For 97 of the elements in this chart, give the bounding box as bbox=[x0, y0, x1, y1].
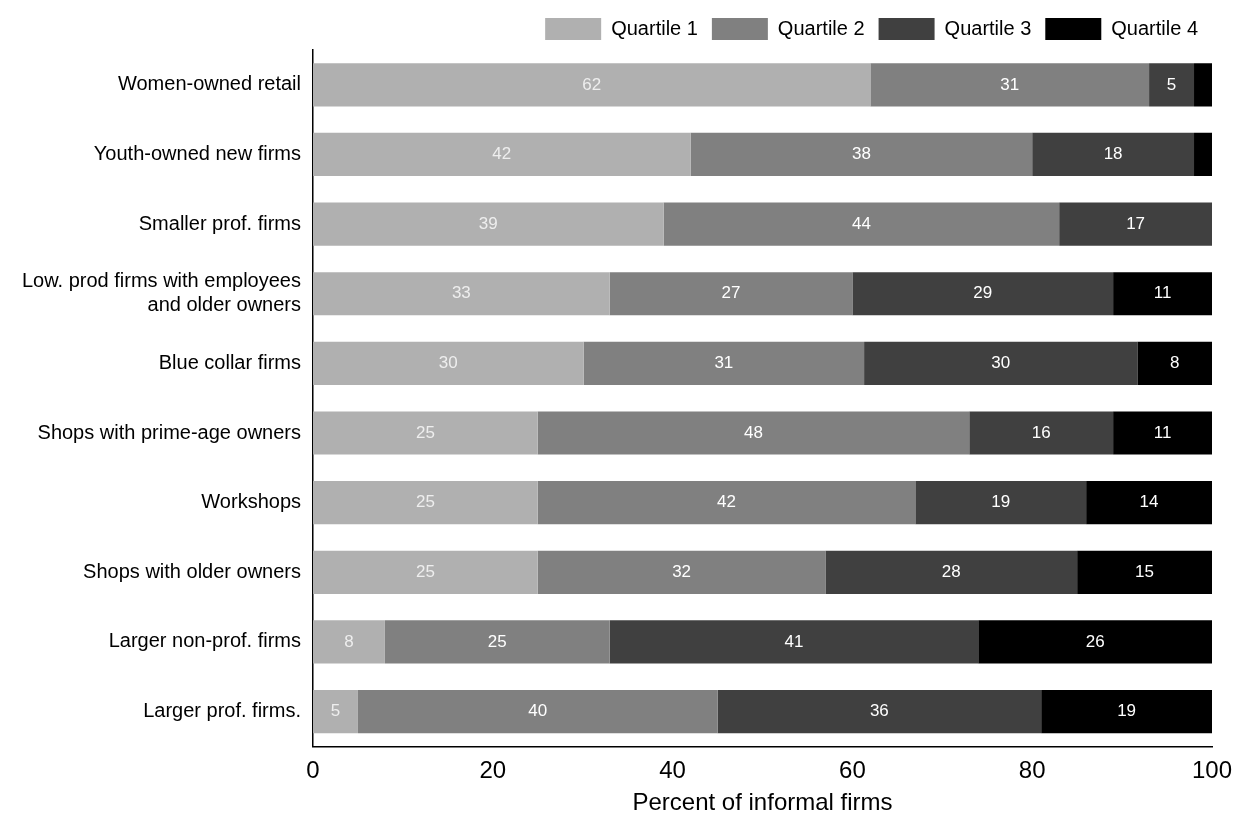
data-label: 8 bbox=[344, 631, 354, 651]
y-tick-label: Larger non-prof. firms bbox=[108, 629, 301, 652]
bar bbox=[1194, 63, 1212, 107]
bar bbox=[357, 689, 718, 734]
y-tick-label: Low. prod firms with employees and older owners bbox=[21, 269, 301, 316]
data-label: 28 bbox=[941, 561, 961, 581]
data-label: 5 bbox=[1166, 74, 1177, 94]
bar bbox=[583, 341, 865, 385]
data-label: 14 bbox=[1139, 492, 1159, 512]
data-label: 30 bbox=[438, 353, 458, 373]
data-label: 11 bbox=[1153, 422, 1172, 442]
bar bbox=[663, 202, 1060, 246]
legend-label: Quartile 1 bbox=[611, 16, 698, 39]
bar bbox=[1041, 689, 1212, 734]
bar bbox=[864, 341, 1138, 385]
y-tick-label: Larger prof. firms. bbox=[143, 699, 301, 722]
data-label: 17 bbox=[1126, 213, 1146, 233]
y-tick-label: Shops with prime-age owners bbox=[37, 420, 301, 443]
y-tick-label: Blue collar firms bbox=[158, 350, 301, 373]
data-label: 62 bbox=[582, 74, 602, 94]
bar bbox=[1113, 411, 1212, 455]
bar bbox=[313, 272, 610, 316]
data-label: 41 bbox=[784, 631, 804, 651]
bar bbox=[313, 411, 538, 455]
x-tick-label: 100 bbox=[1191, 756, 1233, 784]
data-label: 18 bbox=[1103, 144, 1123, 164]
bar bbox=[852, 272, 1114, 316]
legend-label: Quartile 3 bbox=[944, 16, 1032, 39]
bar bbox=[313, 63, 871, 107]
x-tick-label: 40 bbox=[659, 756, 686, 784]
bar bbox=[1032, 132, 1195, 177]
x-tick-label: 60 bbox=[839, 756, 866, 784]
y-tick-label: Smaller prof. firms bbox=[138, 211, 301, 234]
data-label: 16 bbox=[1031, 422, 1051, 442]
bar bbox=[537, 550, 826, 594]
legend-label: Quartile 4 bbox=[1111, 16, 1199, 39]
data-label: 26 bbox=[1085, 631, 1105, 651]
x-tick-label: 20 bbox=[479, 756, 507, 784]
data-label: 31 bbox=[1000, 74, 1020, 94]
data-label: 11 bbox=[1153, 283, 1172, 303]
data-label: 29 bbox=[973, 283, 993, 303]
data-label: 5 bbox=[330, 701, 341, 721]
bar bbox=[717, 689, 1042, 734]
data-label: 8 bbox=[1169, 353, 1180, 373]
bar bbox=[978, 620, 1212, 664]
y-tick-label: Shops with older owners bbox=[83, 559, 301, 582]
data-label: 19 bbox=[1117, 701, 1137, 721]
bar bbox=[384, 620, 610, 664]
bar bbox=[690, 132, 1033, 177]
bar bbox=[537, 411, 970, 455]
bar bbox=[609, 620, 979, 664]
bar bbox=[1059, 202, 1212, 246]
y-tick-label: Youth-owned new firms bbox=[93, 141, 301, 164]
bar bbox=[1077, 550, 1212, 594]
data-label: 38 bbox=[851, 144, 871, 164]
x-axis-title: Percent of informal firms bbox=[632, 788, 893, 816]
bar bbox=[1086, 481, 1212, 525]
data-label: 33 bbox=[451, 283, 471, 303]
data-label: 48 bbox=[744, 422, 763, 442]
bar bbox=[1137, 341, 1212, 385]
data-label: 36 bbox=[869, 701, 889, 721]
bar bbox=[870, 63, 1150, 107]
bar bbox=[1149, 63, 1195, 107]
data-label: 31 bbox=[714, 353, 734, 373]
data-label: 42 bbox=[717, 492, 736, 512]
x-tick-label: 80 bbox=[1018, 756, 1046, 784]
bar bbox=[609, 272, 853, 316]
data-label: 30 bbox=[991, 353, 1011, 373]
data-label: 19 bbox=[991, 492, 1011, 512]
y-tick-label: Workshops bbox=[201, 490, 301, 513]
data-label: 25 bbox=[415, 422, 435, 442]
bar bbox=[313, 341, 584, 385]
data-label: 32 bbox=[672, 561, 692, 581]
data-label: 27 bbox=[721, 283, 741, 303]
bar bbox=[825, 550, 1078, 594]
data-label: 25 bbox=[487, 631, 507, 651]
data-label: 40 bbox=[528, 701, 548, 721]
bar bbox=[313, 132, 691, 177]
data-label: 42 bbox=[492, 144, 512, 164]
bar bbox=[313, 481, 538, 525]
data-label: 25 bbox=[415, 492, 435, 512]
bar bbox=[313, 202, 664, 246]
bar bbox=[1194, 132, 1212, 177]
y-tick-label: Women-owned retail bbox=[117, 72, 301, 95]
bar bbox=[915, 481, 1087, 525]
x-tick-label: 0 bbox=[306, 756, 320, 784]
bar bbox=[1113, 272, 1212, 316]
bar bbox=[969, 411, 1114, 455]
data-label: 39 bbox=[478, 213, 498, 233]
legend-label: Quartile 2 bbox=[777, 16, 865, 39]
bar bbox=[537, 481, 916, 525]
bar bbox=[313, 620, 385, 664]
data-label: 44 bbox=[851, 213, 871, 233]
bar bbox=[313, 689, 358, 734]
bar bbox=[313, 550, 538, 594]
data-label: 15 bbox=[1135, 561, 1155, 581]
data-label: 25 bbox=[415, 561, 435, 581]
